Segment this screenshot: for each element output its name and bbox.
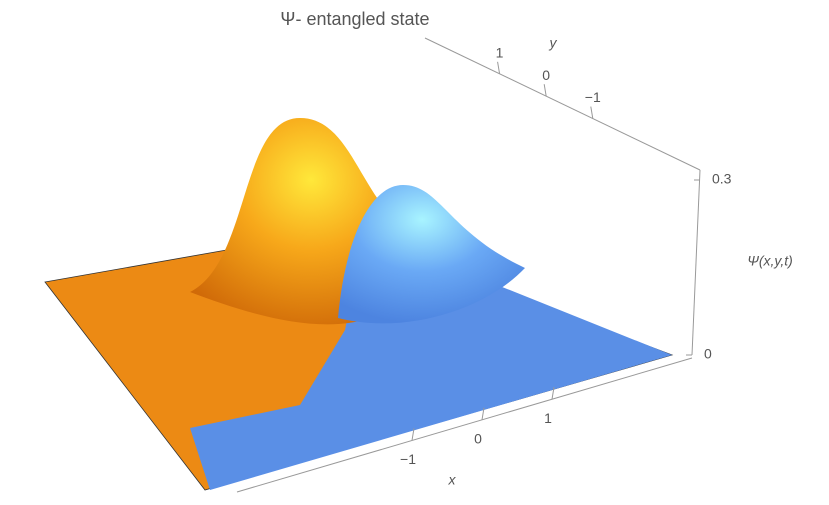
z-tick-label: 0.3 (712, 171, 732, 187)
x-tick-label: 1 (544, 410, 552, 426)
x-axis (236, 357, 693, 493)
z-axis-label: Ψ(x,y,t) (747, 253, 793, 269)
y-axis (424, 37, 701, 171)
x-tick-label: −1 (400, 451, 416, 467)
y-tick-label: −1 (585, 89, 601, 105)
y-tick-label: 1 (496, 44, 504, 60)
tick-mark (481, 407, 485, 420)
tick-mark (411, 428, 415, 441)
tick-mark (543, 84, 547, 97)
tick-mark (497, 61, 501, 74)
tick-mark (551, 387, 555, 400)
surface (44, 118, 674, 491)
chart-title: Ψ- entangled state (280, 9, 429, 29)
z-axis (691, 169, 701, 356)
y-axis-label: y (549, 35, 558, 51)
y-tick-label: 0 (542, 67, 550, 83)
x-tick-label: 0 (474, 431, 482, 447)
tick-mark (590, 106, 594, 119)
x-axis-label: x (448, 472, 457, 488)
z-tick-label: 0 (704, 346, 712, 362)
